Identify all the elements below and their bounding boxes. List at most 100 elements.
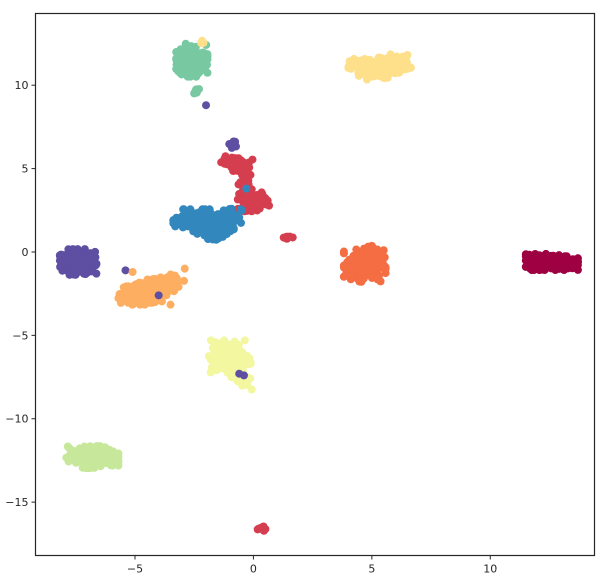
scatter-point: [212, 366, 221, 375]
scatter-point: [380, 67, 389, 76]
scatter-point: [231, 154, 240, 163]
scatter-point: [114, 455, 123, 464]
scatter-point: [77, 260, 86, 269]
scatter-point: [345, 255, 354, 264]
scatter-point: [225, 205, 234, 214]
scatter-point: [162, 288, 171, 297]
scatter-point: [356, 59, 365, 68]
scatter-point: [279, 233, 288, 242]
scatter-point: [114, 461, 123, 470]
scatter-point: [370, 69, 379, 78]
scatter-point: [364, 242, 373, 251]
scatter-point: [531, 249, 540, 258]
scatter-point: [542, 254, 551, 263]
scatter-point: [234, 212, 243, 221]
scatter-point: [193, 229, 202, 238]
y-tick-label: −10: [5, 413, 28, 426]
scatter-point: [344, 63, 353, 72]
scatter-point: [379, 263, 388, 272]
scatter-point: [356, 69, 365, 78]
scatter-point: [121, 266, 130, 275]
scatter-point: [131, 294, 140, 303]
scatter-point: [206, 353, 215, 362]
scatter-point: [78, 451, 87, 460]
scatter-point: [172, 54, 181, 63]
scatter-point: [166, 300, 175, 309]
scatter-point: [387, 60, 396, 69]
scatter-point: [366, 265, 375, 274]
scatter-point: [182, 212, 191, 221]
plot-frame: [34, 12, 596, 557]
scatter-point: [357, 277, 366, 286]
scatter-point: [154, 291, 163, 300]
scatter-point: [157, 297, 166, 306]
scatter-point: [84, 454, 93, 463]
scatter-point: [216, 231, 225, 240]
scatter-point: [128, 267, 137, 276]
scatter-point: [377, 57, 386, 66]
scatter-point: [87, 256, 96, 265]
scatter-point: [150, 274, 159, 283]
scatter-point: [339, 247, 348, 256]
scatter-point: [561, 261, 570, 270]
x-tick-label: 0: [250, 563, 257, 576]
scatter-point: [207, 231, 216, 240]
scatter-point: [257, 523, 266, 532]
scatter-point: [238, 206, 247, 215]
scatter-point: [215, 339, 224, 348]
scatter-point: [236, 347, 245, 356]
scatter-point: [253, 190, 262, 199]
scatter-point: [86, 442, 95, 451]
scatter-point: [392, 67, 401, 76]
scatter-point: [242, 184, 251, 193]
scatter-point: [180, 276, 189, 285]
scatter-point: [345, 57, 354, 66]
scatter-point: [179, 205, 188, 214]
scatter-point: [215, 355, 224, 364]
scatter-point: [246, 202, 255, 211]
scatter-point: [386, 50, 395, 59]
scatter-point: [57, 260, 66, 269]
scatter-point: [200, 231, 209, 240]
scatter-point: [64, 245, 73, 254]
scatter-points: [55, 36, 582, 535]
scatter-point: [521, 262, 530, 271]
scatter-point: [203, 50, 212, 59]
scatter-point: [572, 261, 581, 270]
scatter-point: [208, 219, 217, 228]
scatter-point: [229, 356, 238, 365]
x-axis: −5 0 5 10: [127, 555, 497, 576]
scatter-point: [164, 273, 173, 282]
scatter-point: [220, 154, 229, 163]
scatter-point: [191, 86, 200, 95]
scatter-point: [210, 346, 219, 355]
scatter-point: [247, 385, 256, 394]
scatter-point: [108, 461, 117, 470]
scatter-point: [180, 62, 189, 71]
scatter-point: [258, 197, 267, 206]
scatter-point: [537, 262, 546, 271]
scatter-point: [190, 64, 199, 73]
scatter-point: [99, 450, 108, 459]
scatter-point: [186, 58, 195, 67]
scatter-point: [552, 264, 561, 273]
scatter-point: [143, 297, 152, 306]
scatter-point: [132, 283, 141, 292]
scatter-point: [237, 167, 246, 176]
scatter-point: [226, 344, 235, 353]
scatter-point: [227, 212, 235, 221]
scatter-point: [122, 287, 131, 296]
x-tick-label: 5: [368, 563, 375, 576]
x-tick-label: −5: [127, 563, 143, 576]
scatter-point: [240, 336, 249, 345]
scatter-point: [105, 445, 114, 454]
scatter-point: [240, 357, 249, 366]
scatter-point: [202, 101, 211, 110]
y-tick-label: 10: [15, 79, 29, 92]
scatter-point: [70, 266, 79, 275]
scatter-point: [402, 52, 411, 61]
scatter-point: [91, 247, 100, 256]
scatter-point: [149, 285, 158, 294]
